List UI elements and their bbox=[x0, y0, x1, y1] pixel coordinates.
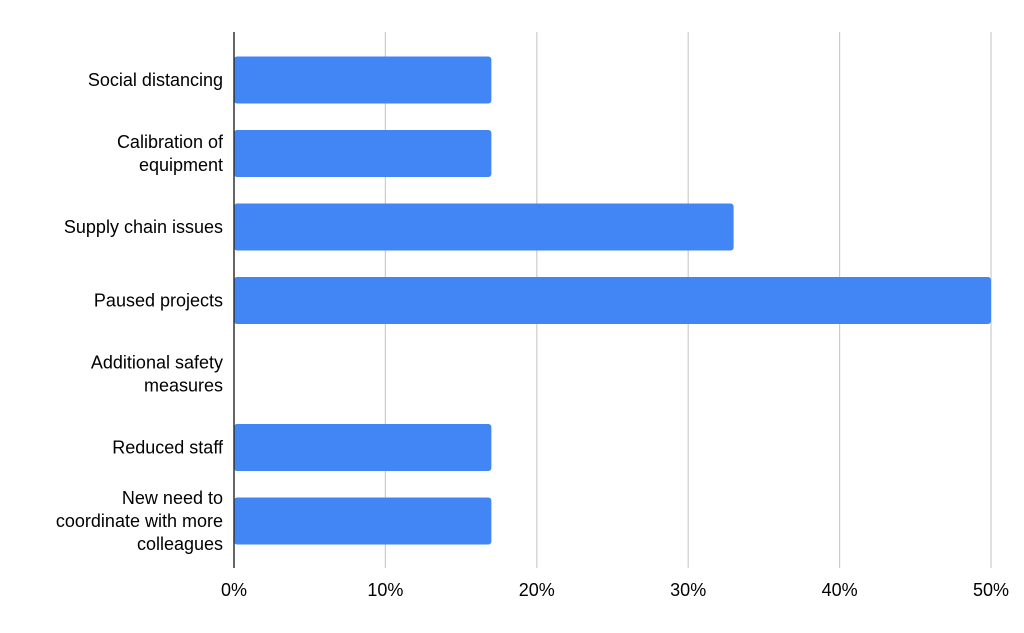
category-label-4: Additional safety measures bbox=[91, 353, 223, 396]
bar-6 bbox=[234, 497, 492, 545]
x-tick-label-3: 30% bbox=[670, 580, 706, 600]
category-label-0: Social distancing bbox=[88, 70, 223, 90]
category-label-line: Calibration of bbox=[117, 132, 224, 152]
category-label-line: coordinate with more bbox=[56, 511, 223, 531]
category-label-line: measures bbox=[144, 376, 223, 396]
category-label-line: Social distancing bbox=[88, 70, 223, 90]
category-label-line: Supply chain issues bbox=[64, 217, 223, 237]
category-label-line: Reduced staff bbox=[112, 438, 224, 458]
bar-3 bbox=[234, 277, 991, 324]
bar-1 bbox=[234, 130, 492, 177]
category-label-2: Supply chain issues bbox=[64, 217, 223, 237]
category-label-1: Calibration of equipment bbox=[117, 132, 224, 175]
x-tick-label-1: 10% bbox=[367, 580, 403, 600]
category-label-line: equipment bbox=[139, 155, 223, 175]
category-label-line: Additional safety bbox=[91, 353, 223, 373]
bar-5 bbox=[234, 424, 492, 471]
tick-labels: 0% 10% 20% 30% 40% 50% bbox=[221, 580, 1009, 600]
bar-2 bbox=[234, 203, 734, 251]
x-tick-label-2: 20% bbox=[519, 580, 555, 600]
bar-0 bbox=[234, 56, 492, 104]
category-label-line: New need to bbox=[122, 488, 223, 508]
category-label-6: New need to coordinate with more colleague… bbox=[56, 488, 223, 554]
category-label-3: Paused projects bbox=[94, 291, 223, 311]
x-tick-label-4: 40% bbox=[822, 580, 858, 600]
category-labels: Social distancing Calibration of equipment… bbox=[56, 70, 224, 554]
x-tick-label-5: 50% bbox=[973, 580, 1009, 600]
category-label-line: colleagues bbox=[137, 534, 223, 554]
x-tick-label-0: 0% bbox=[221, 580, 247, 600]
bars bbox=[234, 56, 991, 545]
category-label-line: Paused projects bbox=[94, 291, 223, 311]
category-label-5: Reduced staff bbox=[112, 438, 224, 458]
